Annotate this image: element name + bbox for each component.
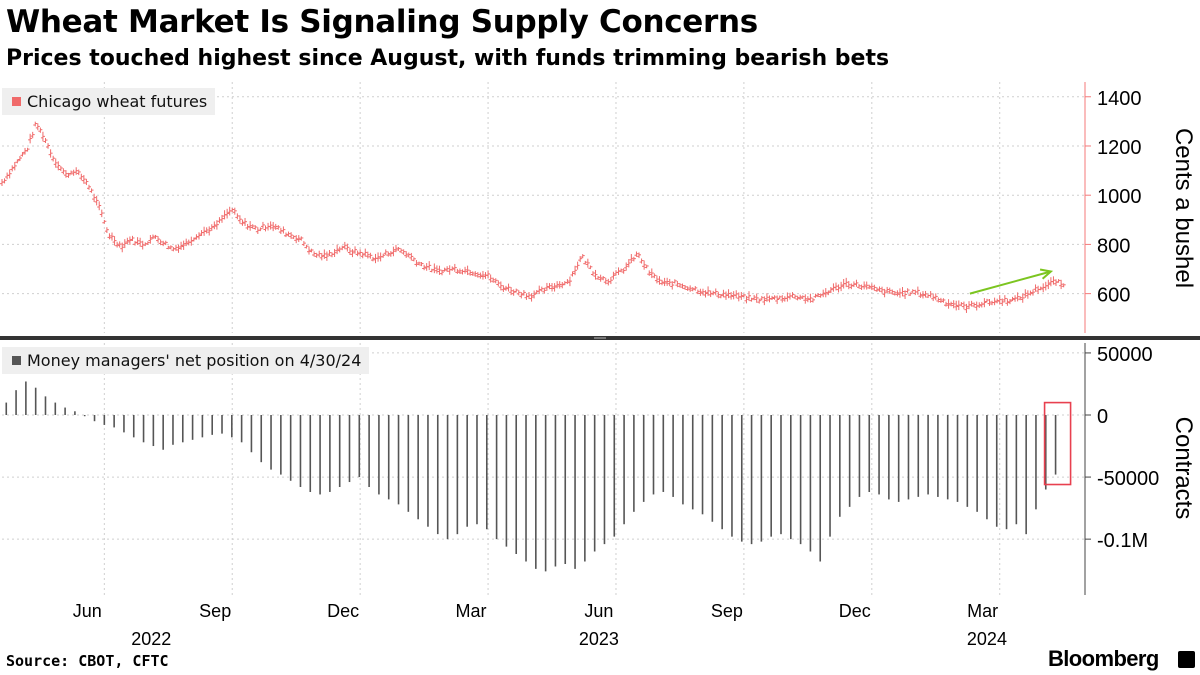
brand-logo: Bloomberg [1048,646,1159,671]
position-legend-label: Money managers' net position on 4/30/24 [27,351,362,370]
price-y-axis-title: Cents a bushel [1170,128,1197,288]
x-month-label-7: Mar [967,601,998,621]
price-legend: Chicago wheat futures [2,88,216,115]
x-month-label-0: Jun [73,601,102,621]
x-year-label-2: 2024 [967,629,1007,649]
x-month-label-3: Mar [456,601,487,621]
position-ytick-label-1: 0 [1097,406,1108,428]
x-month-label-1: Sep [199,601,231,621]
position-ytick-label-0: 50000 [1097,344,1153,366]
position-legend-swatch [12,356,21,365]
trend-arrow-line [969,270,1052,295]
price-ytick-label-3: 1200 [1097,137,1142,159]
position-y-axis-title: Contracts [1170,417,1197,520]
x-month-label-5: Sep [711,601,743,621]
x-year-label-0: 2022 [131,629,171,649]
price-legend-swatch [12,97,21,106]
x-month-label-6: Dec [839,601,871,621]
position-ytick-label-2: -50000 [1097,468,1159,490]
brand-terminal-icon [1178,651,1195,668]
position-ytick-label-3: -0.1M [1097,530,1148,552]
page-subtitle: Prices touched highest since August, wit… [6,46,890,71]
x-year-label-1: 2023 [579,629,619,649]
position-legend: Money managers' net position on 4/30/24 [2,347,370,374]
price-legend-label: Chicago wheat futures [27,92,208,111]
source-note: Source: CBOT, CFTC [6,652,169,670]
price-ytick-label-1: 800 [1097,235,1130,257]
x-month-label-4: Jun [584,601,613,621]
price-ytick-label-0: 600 [1097,285,1130,307]
x-month-label-2: Dec [327,601,359,621]
page-title: Wheat Market Is Signaling Supply Concern… [6,4,758,40]
price-ytick-label-2: 1000 [1097,186,1142,208]
latest-week-highlight [1043,401,1072,486]
price-ytick-label-4: 1400 [1097,88,1142,110]
trend-arrow-head [1039,268,1054,280]
